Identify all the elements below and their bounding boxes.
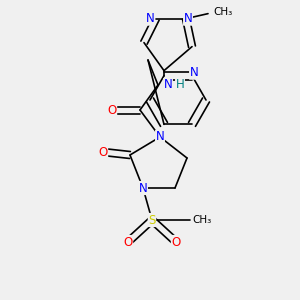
Text: N: N [190, 66, 198, 79]
Text: N: N [139, 182, 147, 194]
Text: O: O [171, 236, 181, 248]
Text: N: N [156, 130, 164, 143]
Text: N: N [146, 12, 154, 25]
Text: O: O [123, 236, 133, 248]
Text: N: N [164, 79, 172, 92]
Text: O: O [107, 103, 117, 116]
Text: CH₃: CH₃ [213, 7, 232, 16]
Text: S: S [148, 214, 156, 226]
Text: CH₃: CH₃ [192, 215, 212, 225]
Text: O: O [98, 146, 108, 158]
Text: N: N [184, 12, 192, 25]
Text: H: H [176, 79, 184, 92]
